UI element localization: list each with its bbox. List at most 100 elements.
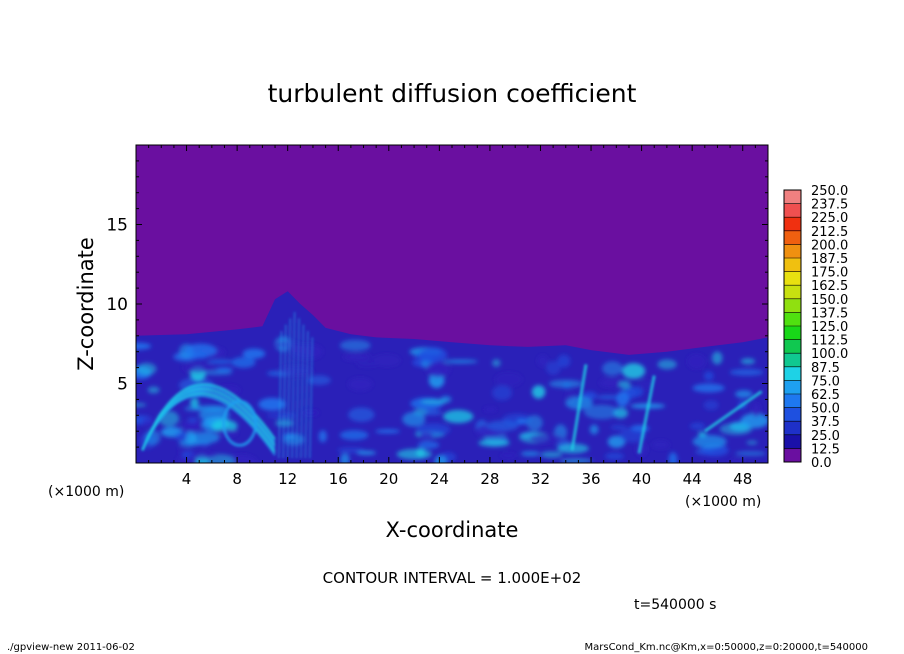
y-tick-label: 10 xyxy=(106,295,128,315)
colorbar-label: 62.5 xyxy=(811,388,840,403)
colorbar-label: 225.0 xyxy=(811,211,848,226)
x-tick-label: 36 xyxy=(581,470,600,488)
turbulence-cell xyxy=(277,366,314,376)
x-tick-label: 40 xyxy=(632,470,651,488)
colorbar-label: 37.5 xyxy=(811,415,840,430)
turbulence-cell xyxy=(142,417,155,428)
colorbar-swatch xyxy=(784,312,801,327)
x-tick-label: 28 xyxy=(480,470,499,488)
turbulence-cell xyxy=(337,447,365,454)
turbulence-cell xyxy=(692,435,727,449)
turbulence-cell xyxy=(638,379,654,391)
turbulence-cell xyxy=(546,361,561,376)
colorbar-label: 112.5 xyxy=(811,334,848,349)
turbulence-cell xyxy=(492,359,501,367)
turbulence-cell xyxy=(184,406,204,412)
chart-title: turbulent diffusion coefficient xyxy=(268,79,637,108)
colorbar-swatch xyxy=(784,353,801,368)
colorbar: 0.012.525.037.550.062.575.087.5100.0112.… xyxy=(783,184,848,471)
y-axis: 5 10 15 xyxy=(106,160,768,448)
colorbar-label: 125.0 xyxy=(811,320,848,335)
turbulence-cell xyxy=(616,391,630,407)
x-tick-label: 48 xyxy=(733,470,752,488)
turbulence-cell xyxy=(657,359,677,370)
turbulence-cell xyxy=(668,452,678,463)
turbulence-cell xyxy=(604,452,625,460)
y-tick-label: 5 xyxy=(117,375,128,395)
turbulence-cell xyxy=(746,440,758,445)
turbulence-cell xyxy=(520,451,541,457)
turbulence-cell xyxy=(557,354,571,368)
footer-right: MarsCond_Km.nc@Km,x=0:50000,z=0:20000,t=… xyxy=(584,642,869,653)
turbulence-cell xyxy=(619,427,646,443)
colorbar-label: 187.5 xyxy=(811,252,848,267)
colorbar-swatch xyxy=(784,434,801,449)
x-axis-label: X-coordinate xyxy=(386,518,519,542)
colorbar-swatch xyxy=(784,271,801,286)
turbulence-cell xyxy=(443,359,478,364)
turbulence-cell xyxy=(559,458,593,463)
turbulence-cell xyxy=(719,423,753,435)
y-axis-label: Z-coordinate xyxy=(74,237,98,371)
turbulence-cell xyxy=(258,397,286,411)
turbulence-cell xyxy=(687,353,706,370)
footer-left: ./gpview-new 2011-06-02 xyxy=(7,642,135,653)
turbulence-cell xyxy=(540,451,563,458)
colorbar-swatch xyxy=(784,244,801,259)
colorbar-label: 175.0 xyxy=(811,266,848,281)
turbulence-cell xyxy=(181,363,216,373)
turbulence-cell xyxy=(516,418,527,425)
turbulence-cell xyxy=(190,431,220,444)
turbulence-cell xyxy=(735,390,753,399)
turbulence-cell xyxy=(531,385,546,399)
turbulence-cell xyxy=(396,448,432,460)
turbulence-cell xyxy=(356,361,379,368)
colorbar-swatch xyxy=(784,380,801,395)
turbulence-cell xyxy=(589,424,599,435)
plume-streak xyxy=(286,318,291,459)
turbulence-cell xyxy=(529,433,565,444)
turbulence-cell xyxy=(548,379,583,388)
colorbar-swatch xyxy=(784,339,801,354)
turbulence-cell xyxy=(177,447,191,453)
turbulence-cell xyxy=(651,440,670,450)
turbulence-cell xyxy=(500,452,516,459)
turbulence-cell xyxy=(372,354,401,367)
turbulence-cell xyxy=(622,363,646,379)
thermal-plume xyxy=(703,390,763,433)
turbulence-cell xyxy=(136,362,157,376)
thermal-plume xyxy=(637,375,656,454)
turbulence-cell xyxy=(348,377,373,391)
colorbar-label: 237.5 xyxy=(811,198,848,213)
turbulence-cell xyxy=(426,361,450,378)
x-tick-label: 24 xyxy=(430,470,449,488)
turbulence-cell xyxy=(478,439,510,447)
turbulence-cell xyxy=(728,458,745,463)
turbulence-cell xyxy=(174,431,188,442)
turbulence-cell xyxy=(342,353,372,361)
turbulence-cell xyxy=(443,409,474,424)
turbulence-cell xyxy=(190,397,199,409)
turbulence-cell xyxy=(703,400,719,410)
colorbar-label: 0.0 xyxy=(811,456,832,471)
colorbar-swatch xyxy=(784,203,801,218)
turbulence-cell xyxy=(356,450,377,455)
colorbar-swatch xyxy=(784,407,801,422)
turbulence-cell xyxy=(187,451,219,459)
thermal-plume xyxy=(570,364,588,451)
turbulence-cell xyxy=(526,415,543,431)
turbulence-cell xyxy=(274,340,301,350)
colorbar-label: 137.5 xyxy=(811,306,848,321)
turbulence-cell xyxy=(339,430,369,441)
colorbar-swatch xyxy=(784,285,801,300)
turbulence-cell xyxy=(740,413,768,429)
turbulence-cell xyxy=(307,375,331,386)
colorbar-label: 150.0 xyxy=(811,293,848,308)
turbulence-cell xyxy=(584,404,619,420)
x-tick-label: 4 xyxy=(182,470,192,488)
turbulence-cell xyxy=(751,402,761,417)
colorbar-swatch xyxy=(784,366,801,381)
turbulence-cell xyxy=(610,424,627,431)
turbulence-cell xyxy=(492,385,512,401)
